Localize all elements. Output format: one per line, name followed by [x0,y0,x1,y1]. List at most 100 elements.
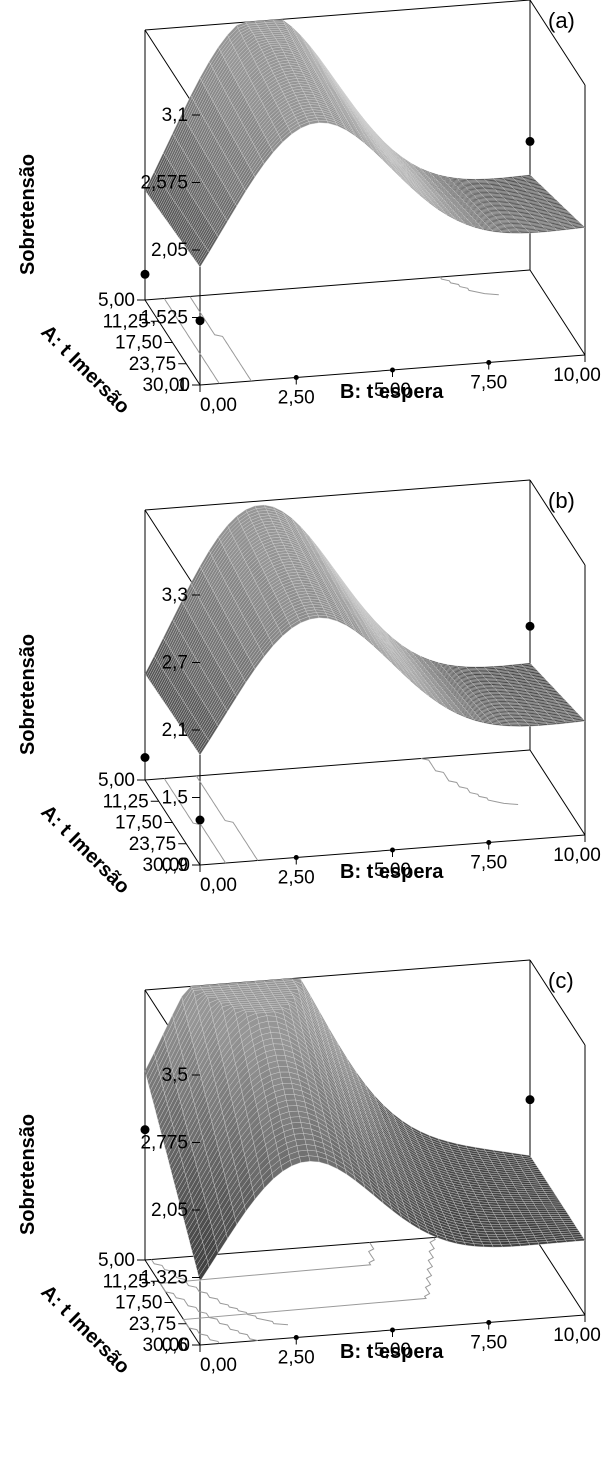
z-tick-label: 0,9 [162,855,188,876]
surface-patch [278,1066,290,1073]
a-tick-label: 17,50 [115,813,163,834]
a-tick-label: 30,00 [142,375,190,396]
frame-edge [144,479,531,511]
design-point-marker [140,269,150,279]
b-tick-label: 0,00 [200,395,237,416]
surface-patch [557,1212,569,1215]
surface-patch [541,1201,553,1205]
surface-patch [270,1032,282,1039]
surface-patch [283,1088,295,1095]
design-point-marker [195,815,205,825]
frame-edge [144,269,531,301]
surface-plot-b-svg: 3,32,72,11,50,95,0011,2517,5023,7530,000… [17,479,601,898]
a-tick-label: 11,25 [103,311,149,332]
surface-patch [546,1210,558,1213]
surface-patch [527,1207,539,1211]
surface-patch [494,1214,506,1218]
surface-patch [558,1214,570,1217]
surface-patch [275,1054,287,1062]
surface-patch [486,199,498,202]
surface-patch [528,724,540,727]
design-point-marker [195,316,205,326]
surface-patch [499,1207,511,1211]
surface-patch [515,1219,527,1223]
surface-patch [279,1071,291,1078]
surface-patch [534,1205,547,1209]
surface-plot-c-svg: 3,52,7752,051,3250,65,0011,2517,5023,753… [17,959,601,1378]
z-tick-label: 3,3 [162,585,188,606]
surface-patch [488,202,501,204]
surface-patch [494,207,506,209]
surface-patch [516,1205,528,1209]
surface-plot-a: 3,1 2,575 2,05 1,525 1 5,00 11,25 17,50 23,75 30,… [0,0,615,480]
surface-patch [502,706,514,709]
surface-patch [495,1217,507,1220]
surface-patch [553,1205,565,1209]
frame-edge [144,749,531,781]
surface-patch [504,1200,516,1204]
surface-patch [500,704,513,707]
z-axis-title: Sobretensão [17,154,39,275]
b-tick-label: 10,00 [553,365,601,386]
surface-patch [530,1199,543,1202]
surface-patch [528,231,540,234]
surface-patch [275,38,287,42]
surface-patch [273,1043,285,1050]
surface-patch [512,1198,524,1202]
b-tick-label: 2,50 [278,388,315,409]
surface-patch [503,1198,515,1202]
surface-patch [574,226,586,229]
surface-patch [274,1049,286,1056]
surface-patch [487,690,500,693]
surface-patch [523,1201,535,1204]
surface-patch [512,1214,524,1218]
panel-label: (a) [548,8,575,33]
surface-patch [559,1216,571,1219]
surface-patch [267,1021,279,1028]
surface-patch [554,1207,566,1211]
surface-patch [523,1216,535,1220]
surface-patch [533,1203,545,1207]
surface-patch [513,1201,526,1204]
panel-label: (b) [548,488,575,513]
floor-contour [439,276,499,296]
surface-patch [529,1212,541,1215]
surface-patch [503,1214,515,1218]
z-tick-label: 2,1 [162,720,188,741]
surface-patch [555,1210,568,1213]
surface-patch [550,1216,562,1219]
a-tick-label: 5,00 [98,770,135,791]
surface-patch [551,1203,564,1207]
surface-patch [277,1060,288,1067]
surface-patch [272,19,285,23]
frame-edge [529,479,586,566]
surface-patch [492,696,505,699]
surface-patch [540,1214,552,1217]
surface-patch [547,1212,560,1215]
surface-patch [537,1210,549,1213]
b-tick-label: 10,00 [553,845,601,866]
surface-patch [269,1026,281,1034]
surface-patch [282,1083,294,1090]
surface-patch [510,1194,522,1198]
floor-contour [195,775,259,861]
frame-edge [144,509,201,596]
b-tick-label: 0,00 [200,875,237,896]
surface-patch [536,1207,548,1211]
b-tick-label: 7,50 [470,373,507,394]
surface-plot-c: 3,5 2,775 2,05 1,325 0,6 5,00 11,25 17,50 23,75 3… [0,959,615,1440]
surface-patch [517,1207,530,1211]
surface-patch [544,1205,556,1209]
frame-edge [529,959,586,1046]
surface-patch [506,1203,518,1206]
surface-patch [495,699,507,701]
surface-patch [519,231,531,234]
surface-patch [525,1205,537,1209]
surface-patch [497,1219,508,1223]
z-tick-label: 2,05 [151,240,188,261]
z-tick-label: 1,5 [162,788,188,809]
surface-plot-b: 3,3 2,7 2,1 1,5 0,9 5,00 11,25 17,50 23,75 30,00 0… [0,479,615,960]
surface-patch [545,1207,557,1211]
z-tick-label: 2,575 [140,173,188,194]
surface-patch [509,231,522,234]
